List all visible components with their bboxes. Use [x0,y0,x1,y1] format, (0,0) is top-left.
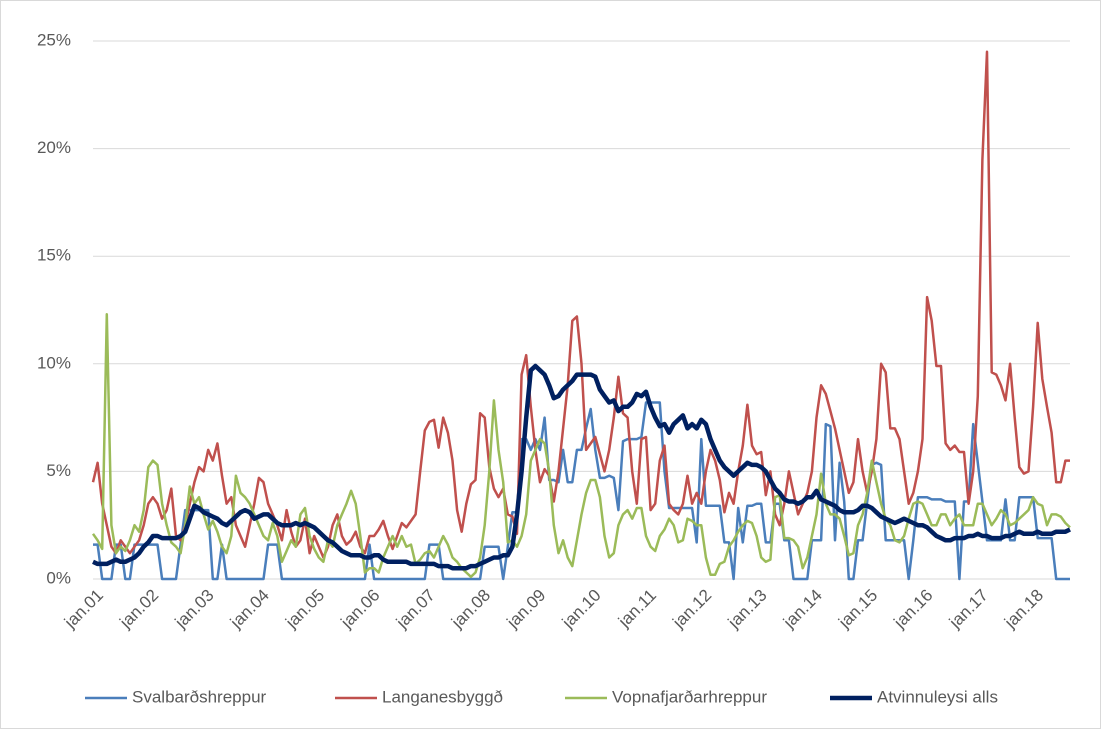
series-line [93,401,1070,581]
legend-label: Vopnafjarðarhreppur [612,687,767,706]
y-tick-label: 20% [37,138,71,157]
legend-label: Langanesbyggð [382,687,503,706]
y-tick-label: 0% [46,568,71,587]
y-tick-label: 5% [46,461,71,480]
legend-label: Atvinnuleysi alls [877,687,998,706]
series-line [91,50,1070,559]
y-tick-label: 25% [37,30,71,49]
y-tick-label: 15% [37,246,71,265]
legend-label: Svalbarðshreppur [132,687,267,706]
series-line [92,363,1071,571]
y-tick-label: 10% [37,353,71,372]
